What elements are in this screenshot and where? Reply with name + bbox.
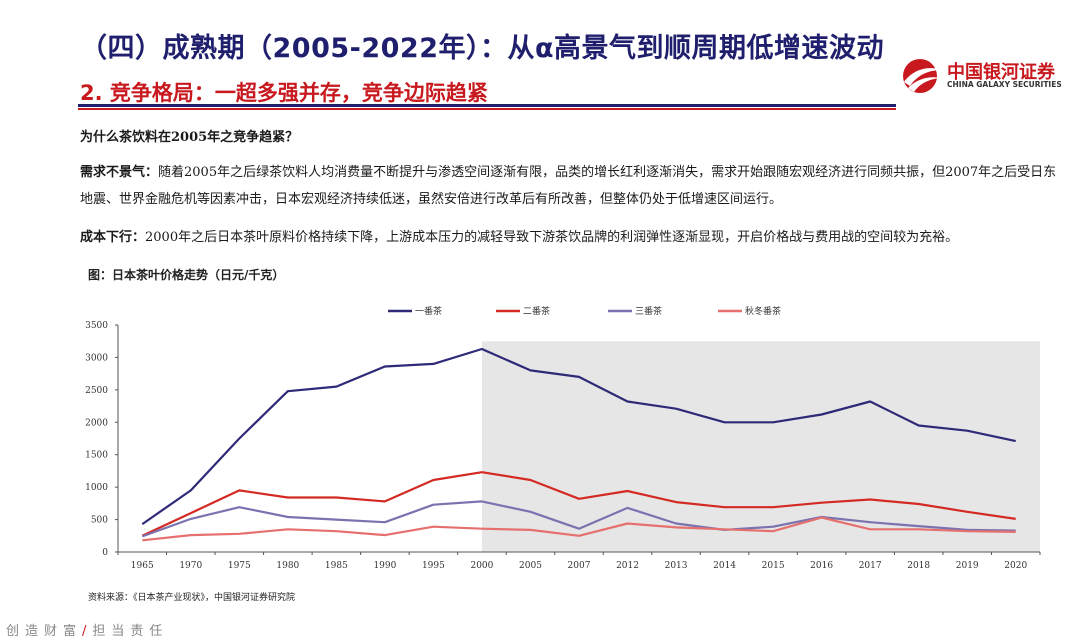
y-tick-label: 0: [102, 548, 108, 558]
x-tick-label: 1985: [325, 561, 348, 571]
galaxy-swoosh-icon: [903, 59, 942, 93]
x-tick-label: 2018: [907, 561, 930, 571]
x-tick-label: 2000: [470, 561, 493, 571]
x-tick-label: 2012: [616, 561, 639, 571]
y-tick-label: 1500: [85, 451, 108, 461]
paragraph-cost: 成本下行：2000年之后日本茶叶原料价格持续下降，上游成本压力的减轻导致下游茶饮…: [80, 224, 1060, 251]
x-tick-label: 1980: [276, 561, 299, 571]
legend-label-4: 秋冬番茶: [745, 305, 781, 317]
section-subtitle: 2. 竞争格局：一超多强并存，竞争边际趋紧: [80, 81, 488, 105]
paragraph-demand: 需求不景气：随着2005年之后绿茶饮料人均消费量不断提升与渗透空间逐渐有限，品类…: [80, 159, 1060, 213]
footer-slogan-right: 担当责任: [92, 624, 169, 639]
footer-slogan-left: 创造财富: [6, 624, 83, 639]
logo-name-en: CHINA GALAXY SECURITIES: [947, 80, 1062, 89]
paragraph-cost-lead: 成本下行：: [80, 230, 146, 245]
x-tick-label: 1995: [422, 561, 445, 571]
x-tick-label: 2017: [859, 561, 882, 571]
footer-separator: /: [82, 624, 93, 639]
legend-label-1: 一番茶: [415, 305, 442, 317]
y-tick-label: 2500: [85, 386, 108, 396]
section-question: 为什么茶饮料在2005年之竞争趋紧？: [80, 130, 299, 145]
x-tick-label: 2016: [810, 561, 833, 571]
x-tick-label: 1970: [179, 561, 202, 571]
x-tick-label: 1975: [228, 561, 251, 571]
x-tick-label: 2013: [665, 561, 688, 571]
y-tick-label: 500: [91, 516, 108, 526]
paragraph-demand-lead: 需求不景气：: [80, 165, 159, 180]
series-line-4: [142, 516, 1016, 542]
x-tick-label: 2005: [519, 561, 542, 571]
x-tick-label: 1965: [131, 561, 154, 571]
footer-slogan: 创造财富/担当责任: [6, 620, 168, 639]
title-divider-red: [78, 108, 896, 110]
x-tick-label: 2019: [956, 561, 979, 571]
legend-label-3: 三番茶: [635, 305, 662, 317]
paragraph-cost-text: 2000年之后日本茶叶原料价格持续下降，上游成本压力的减轻导致下游茶饮品牌的利润…: [145, 230, 959, 245]
figure-label: 图：日本茶叶价格走势（日元/千克）: [88, 268, 285, 282]
series-line-1: [141, 347, 1016, 526]
y-tick-label: 3000: [85, 353, 108, 363]
y-tick-label: 2000: [85, 418, 108, 428]
series-line-2: [141, 471, 1016, 537]
figure-source: 资料来源：《日本茶产业现状》，中国银河证券研究院: [88, 593, 296, 603]
x-tick-label: 2007: [568, 561, 591, 571]
shaded-period: [481, 341, 1040, 552]
y-tick-label: 3500: [85, 321, 108, 331]
y-tick-label: 1000: [85, 483, 108, 493]
x-tick-label: 2014: [713, 561, 736, 571]
x-tick-label: 2015: [762, 561, 785, 571]
page-title: （四）成熟期（2005-2022年）：从α高景气到顺周期低增速波动: [80, 33, 885, 64]
series-line-3: [141, 500, 1016, 538]
title-divider-blue: [78, 104, 896, 107]
x-tick-label: 1990: [373, 561, 396, 571]
company-logo: 中国银河证券 CHINA GALAXY SECURITIES: [900, 56, 1070, 112]
paragraph-demand-text: 随着2005年之后绿茶饮料人均消费量不断提升与渗透空间逐渐有限，品类的增长红利逐…: [80, 165, 1057, 207]
legend-label-2: 二番茶: [523, 305, 550, 317]
x-tick-label: 2020: [1004, 561, 1027, 571]
logo-name-cn: 中国银河证券: [947, 62, 1055, 83]
